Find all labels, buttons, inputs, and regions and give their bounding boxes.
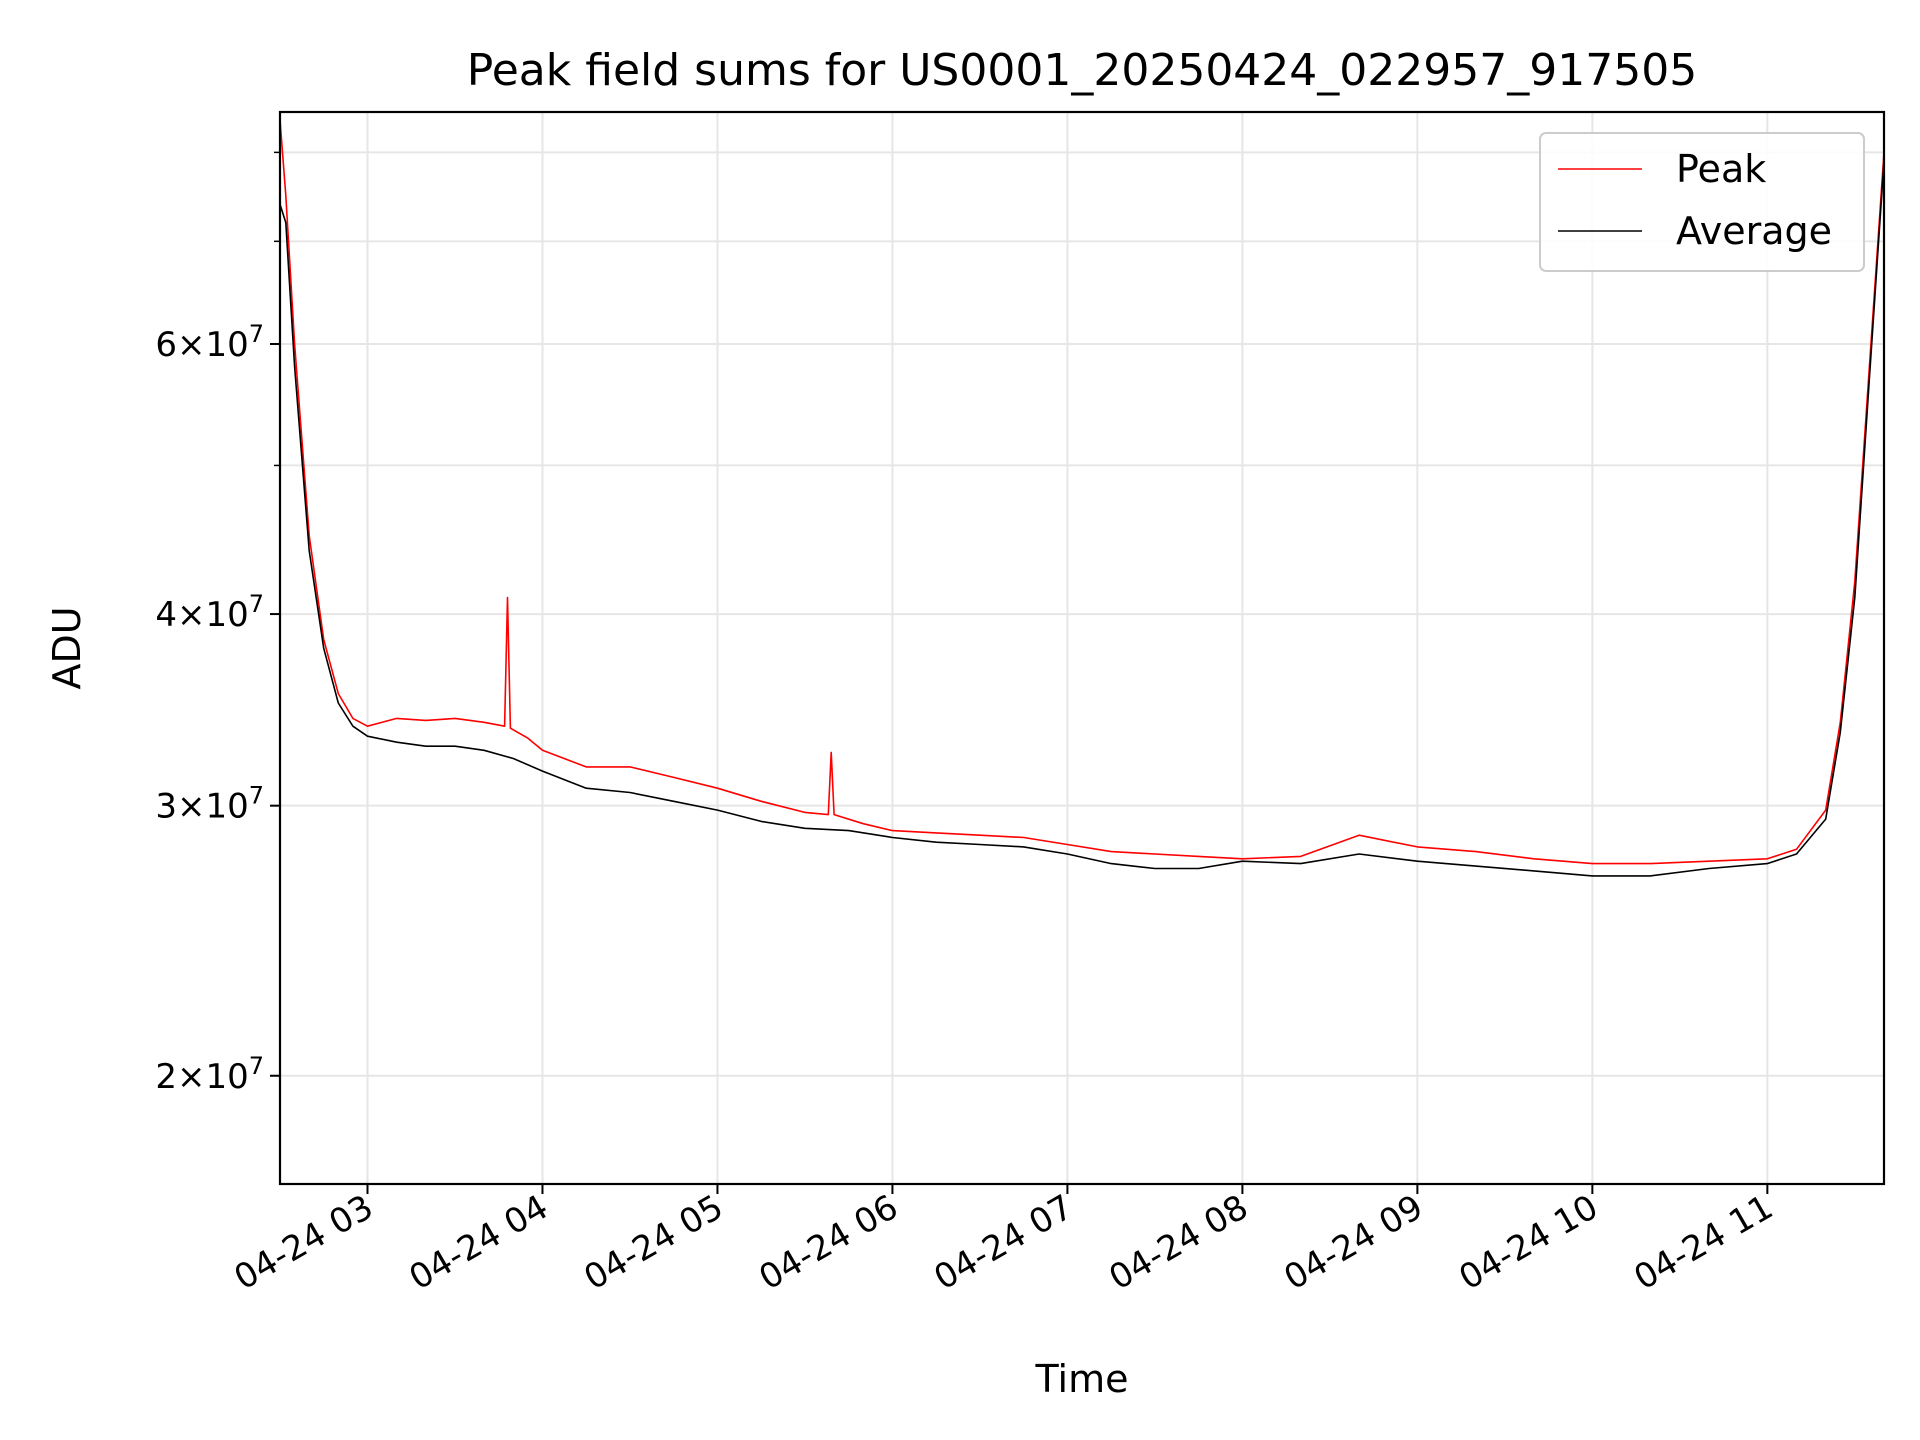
x-axis-title: Time xyxy=(1035,1357,1129,1401)
chart-title: Peak field sums for US0001_20250424_0229… xyxy=(467,45,1697,96)
y-tick-label: 4×107 xyxy=(155,590,264,635)
legend-label-peak: Peak xyxy=(1676,147,1766,191)
y-axis: 2×107 3×107 4×107 6×107 xyxy=(155,151,280,1097)
grid xyxy=(280,112,1884,1184)
legend-box xyxy=(1539,132,1865,272)
y-tick-label: 3×107 xyxy=(155,782,264,827)
legend: Peak Average xyxy=(1539,132,1865,272)
legend-label-average: Average xyxy=(1676,209,1832,253)
series-line-peak xyxy=(279,119,1885,865)
y-axis-title: ADU xyxy=(45,606,89,689)
axes-frame xyxy=(278,110,1886,1186)
y-tick-label: 2×107 xyxy=(155,1052,264,1097)
y-tick-label: 6×107 xyxy=(155,320,264,365)
series-line-average xyxy=(279,160,1885,877)
plot-area xyxy=(279,119,1885,877)
